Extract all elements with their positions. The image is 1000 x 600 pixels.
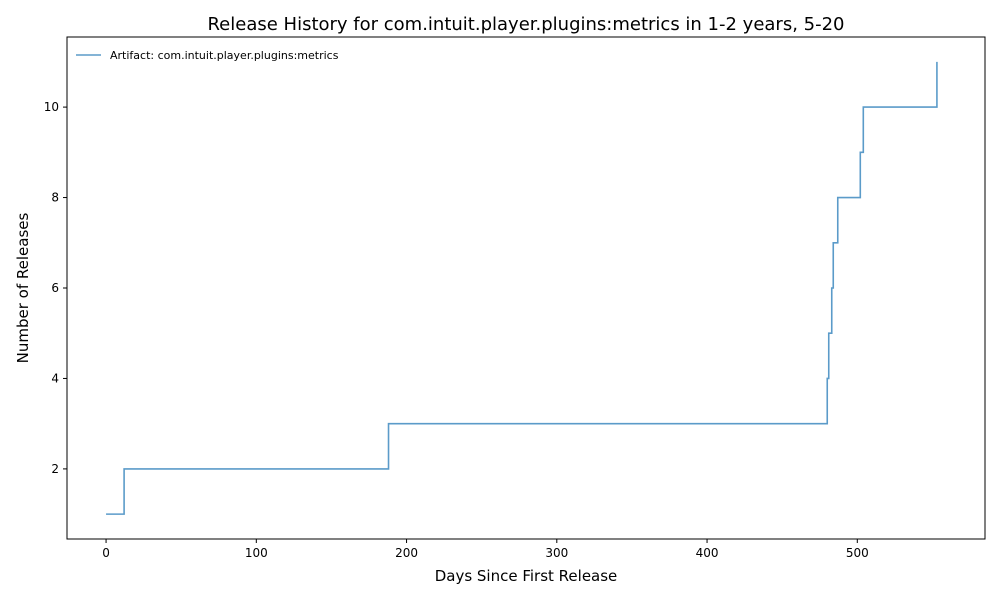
y-axis-ticks: 2 4 6 8 10 bbox=[44, 100, 67, 476]
y-tick-label: 8 bbox=[51, 191, 59, 205]
y-tick-label: 6 bbox=[51, 281, 59, 295]
y-tick-label: 4 bbox=[51, 371, 59, 385]
x-tick-label: 400 bbox=[696, 546, 719, 560]
x-axis-ticks: 0 100 200 300 400 500 bbox=[102, 539, 869, 560]
chart-title: Release History for com.intuit.player.pl… bbox=[207, 14, 844, 35]
series-layer bbox=[106, 61, 938, 515]
x-tick-label: 500 bbox=[846, 546, 869, 560]
plot-area-frame bbox=[66, 36, 986, 540]
legend-entry-label: Artifact: com.intuit.player.plugins:metr… bbox=[110, 49, 339, 62]
y-axis-label: Number of Releases bbox=[14, 212, 32, 363]
x-tick-label: 0 bbox=[102, 546, 110, 560]
x-tick-label: 200 bbox=[395, 546, 418, 560]
x-tick-label: 300 bbox=[545, 546, 568, 560]
x-tick-label: 100 bbox=[245, 546, 268, 560]
y-tick-label: 10 bbox=[44, 100, 59, 114]
x-axis-label: Days Since First Release bbox=[435, 567, 618, 585]
legend: Artifact: com.intuit.player.plugins:metr… bbox=[76, 49, 339, 62]
y-tick-label: 2 bbox=[51, 462, 59, 476]
series-step-line bbox=[106, 61, 938, 515]
